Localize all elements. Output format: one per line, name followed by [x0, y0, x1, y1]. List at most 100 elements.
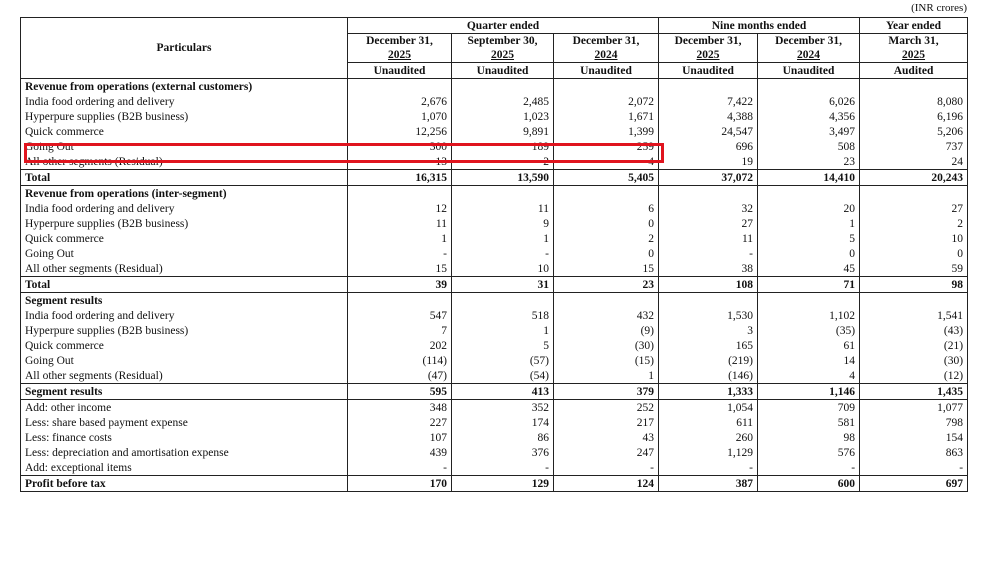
empty-cell: [757, 292, 861, 308]
empty-cell: [757, 78, 861, 94]
row-value: 124: [552, 475, 660, 492]
column-year: 2025: [491, 49, 514, 61]
row-value: -: [451, 460, 554, 476]
row-value: 10: [451, 261, 554, 277]
row-value: 6: [552, 201, 660, 216]
row-value: 1,671: [552, 109, 660, 124]
row-value: 0: [859, 246, 969, 261]
column-date: March 31,: [888, 35, 939, 47]
empty-cell: [451, 78, 554, 94]
row-value: 581: [757, 415, 861, 430]
row-value: 13: [347, 154, 452, 170]
row-value: 863: [859, 445, 969, 460]
row-label: Hyperpure supplies (B2B business): [20, 216, 348, 231]
row-label: India food ordering and delivery: [20, 308, 348, 323]
row-value: -: [859, 460, 969, 476]
row-value: 20: [757, 201, 861, 216]
row-value: 1,070: [347, 109, 452, 124]
row-value: (47): [347, 368, 452, 384]
row-value: 165: [658, 338, 759, 353]
row-value: 1,541: [859, 308, 969, 323]
row-value: 2: [552, 231, 660, 246]
row-value: 1,129: [658, 445, 759, 460]
column-date: December 31,: [572, 35, 640, 47]
row-value: 98: [757, 430, 861, 445]
empty-cell: [658, 185, 759, 201]
table-row: Hyperpure supplies (B2B business) 11 9 0 27 1…: [20, 216, 969, 231]
adjustment-row: Add: exceptional items - - - - - -: [20, 460, 969, 476]
segment-results-total-row: Segment results 595 413 379 1,333 1,146 1,435: [20, 383, 969, 400]
adjustment-row: Less: finance costs 107 86 43 260 98 154: [20, 430, 969, 445]
table-row: Going Out (114) (57) (15) (219) 14 (30): [20, 353, 969, 368]
row-value: 4,356: [757, 109, 861, 124]
row-value: 1,399: [552, 124, 660, 139]
column-year: 2025: [902, 49, 926, 61]
row-value: 1: [451, 231, 554, 246]
row-value: 3,497: [757, 124, 861, 139]
row-value: 31: [451, 276, 554, 293]
row-value: -: [347, 246, 452, 261]
row-value: 23: [757, 154, 861, 170]
row-value: 11: [658, 231, 759, 246]
row-value: 547: [347, 308, 452, 323]
empty-cell: [347, 78, 452, 94]
row-value: 20,243: [859, 169, 969, 186]
column-year: 2025: [388, 49, 411, 61]
table-row: All other segments (Residual) 15 10 15 38 45 5…: [20, 261, 969, 277]
row-value: 432: [552, 308, 660, 323]
column-header-3: December 31, 2025: [658, 33, 759, 63]
column-header-1: September 30, 2025: [451, 33, 554, 63]
section-title: Revenue from operations (inter-segment): [20, 185, 348, 201]
row-value: 1,077: [859, 399, 969, 415]
section-title-row: Revenue from operations (inter-segment): [20, 185, 969, 201]
row-value: 189: [451, 139, 554, 154]
row-value: 43: [552, 430, 660, 445]
row-label: Less: finance costs: [20, 430, 348, 445]
table-row: Going Out - -0-0 0: [20, 246, 969, 261]
row-value: 107: [347, 430, 452, 445]
row-value: 1,146: [757, 383, 861, 400]
row-value: 247: [552, 445, 660, 460]
row-value: 2,072: [552, 94, 660, 109]
total-row: Total 16,315 13,590 5,405 37,072 14,410 20,243: [20, 169, 969, 186]
row-value: (114): [347, 353, 452, 368]
row-value: 13,590: [451, 169, 554, 186]
row-value: 9: [451, 216, 554, 231]
column-status-0: Unaudited: [347, 62, 452, 79]
empty-cell: [451, 185, 554, 201]
row-value: 2: [859, 216, 969, 231]
row-label: All other segments (Residual): [20, 261, 348, 277]
column-status-4: Unaudited: [757, 62, 861, 79]
row-value: 9,891: [451, 124, 554, 139]
row-value: (21): [859, 338, 969, 353]
row-label: Add: other income: [20, 399, 348, 415]
row-label: Total: [20, 276, 348, 293]
table-row: Hyperpure supplies (B2B business) 1,070 1,…: [20, 109, 969, 124]
section-title-row: Revenue from operations (external custom…: [20, 78, 969, 94]
column-header-0: December 31, 2025: [347, 33, 452, 63]
row-value: 737: [859, 139, 969, 154]
row-label: Quick commerce: [20, 231, 348, 246]
row-label: Profit before tax: [20, 475, 348, 492]
row-value: 1,333: [658, 383, 759, 400]
row-value: (30): [859, 353, 969, 368]
row-value: 4: [552, 154, 660, 170]
row-value: 6,196: [859, 109, 969, 124]
row-label: Less: share based payment expense: [20, 415, 348, 430]
row-value: 154: [859, 430, 969, 445]
row-value: 252: [552, 399, 660, 415]
row-label: Going Out: [20, 139, 348, 154]
column-header-4: December 31, 2024: [757, 33, 861, 63]
empty-cell: [859, 78, 969, 94]
row-value: 27: [658, 216, 759, 231]
row-label: Going Out: [20, 353, 348, 368]
row-label: Quick commerce: [20, 124, 348, 139]
row-value: 348: [347, 399, 452, 415]
row-value: 1,435: [859, 383, 969, 400]
empty-cell: [552, 185, 660, 201]
empty-cell: [658, 78, 759, 94]
row-value: 439: [347, 445, 452, 460]
row-value: 595: [347, 383, 452, 400]
row-value: 37,072: [658, 169, 759, 186]
column-year: 2025: [696, 49, 720, 61]
